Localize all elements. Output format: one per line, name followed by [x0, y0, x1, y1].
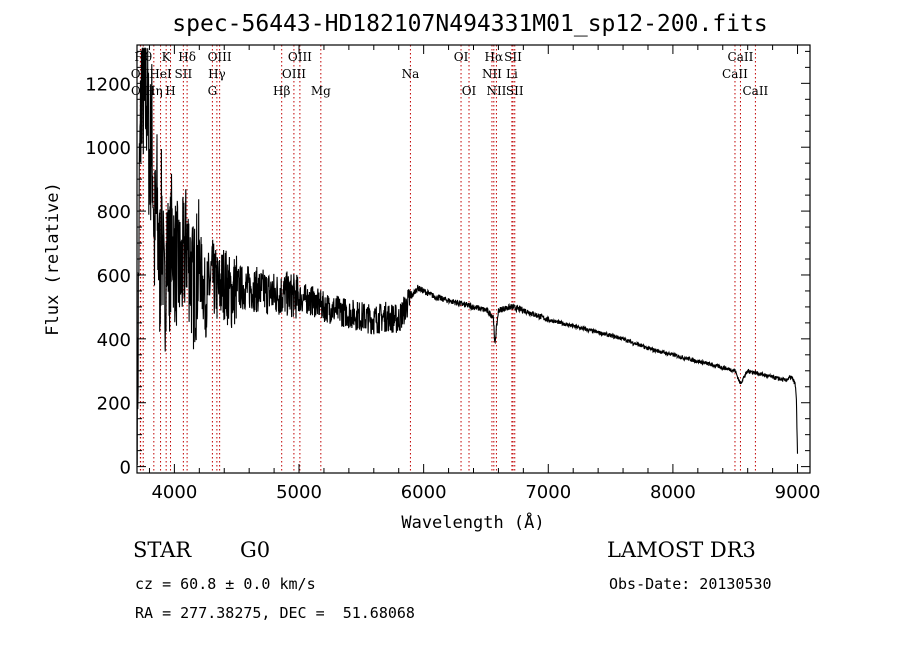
- x-tick-label: 8000: [650, 482, 696, 503]
- spectral-line-label: Hβ: [273, 84, 290, 98]
- x-axis-label: Wavelength (Å): [401, 511, 544, 533]
- spectral-line-label: Hα: [485, 50, 504, 64]
- spectral-line-label: Mg: [311, 84, 331, 98]
- spectral-line-label: OIII: [288, 50, 312, 64]
- spectral-line-label: Li: [506, 67, 518, 81]
- flux-series-line: [136, 47, 799, 466]
- spectral-line-label: Hη: [145, 84, 163, 98]
- spectral-line-label: H: [165, 84, 175, 98]
- x-tick-label: 7000: [525, 482, 571, 503]
- spectral-line-label: NII: [486, 84, 506, 98]
- spectral-line-label: Hγ: [208, 67, 226, 81]
- spectral-line-label: CaII: [728, 50, 754, 64]
- coordinates-text: RA = 277.38275, DEC = 51.68068: [135, 604, 415, 622]
- spectral-line-label: OIII: [208, 50, 232, 64]
- survey-name: LAMOST DR3: [607, 538, 756, 562]
- object-class: STAR: [133, 538, 192, 562]
- spectral-line-label: K: [162, 50, 172, 64]
- chart-title: spec-56443-HD182107N494331M01_sp12-200.f…: [172, 11, 767, 37]
- spectral-line-label: G: [208, 84, 218, 98]
- spectral-line-label: Na: [402, 67, 420, 81]
- y-tick-label: 1000: [85, 138, 131, 159]
- redshift-text: cz = 60.8 ± 0.0 km/s: [135, 575, 316, 593]
- y-tick-label: 400: [97, 330, 131, 351]
- x-tick-label: 4000: [151, 482, 197, 503]
- y-axis-label: Flux (relative): [43, 182, 63, 336]
- spectral-line-label: OIII: [282, 67, 306, 81]
- spectral-line-label: NII: [482, 67, 502, 81]
- spectral-line-label: HeI: [149, 67, 172, 81]
- x-tick-label: 5000: [276, 482, 322, 503]
- x-tick-label: 9000: [775, 482, 821, 503]
- spectral-line-label: SII: [504, 50, 522, 64]
- plot-frame: [136, 44, 811, 474]
- axis-ticks: [137, 45, 810, 473]
- axis-tick-labels: 4000 5000 6000 7000 8000 9000 0 200 400 600 800 100…: [85, 74, 820, 503]
- spectral-line-label: SII: [175, 67, 193, 81]
- object-subclass: G0: [240, 538, 271, 562]
- spectral-line-label: SII: [506, 84, 524, 98]
- obs-date-text: Obs-Date: 20130530: [609, 575, 772, 593]
- spectral-line-label: OI: [454, 50, 469, 64]
- y-tick-label: 800: [97, 202, 131, 223]
- spectral-line-label: OI: [462, 84, 477, 98]
- y-tick-label: 200: [97, 394, 131, 415]
- spectral-line-label: CaII: [722, 67, 748, 81]
- y-tick-label: 1200: [85, 74, 131, 95]
- y-tick-label: 600: [97, 266, 131, 287]
- y-tick-label: 0: [120, 458, 131, 479]
- spectral-line-label: CaII: [742, 84, 768, 98]
- spectral-line-markers: [139, 45, 756, 473]
- x-tick-label: 6000: [401, 482, 447, 503]
- spectral-line-label: Hδ: [178, 50, 196, 64]
